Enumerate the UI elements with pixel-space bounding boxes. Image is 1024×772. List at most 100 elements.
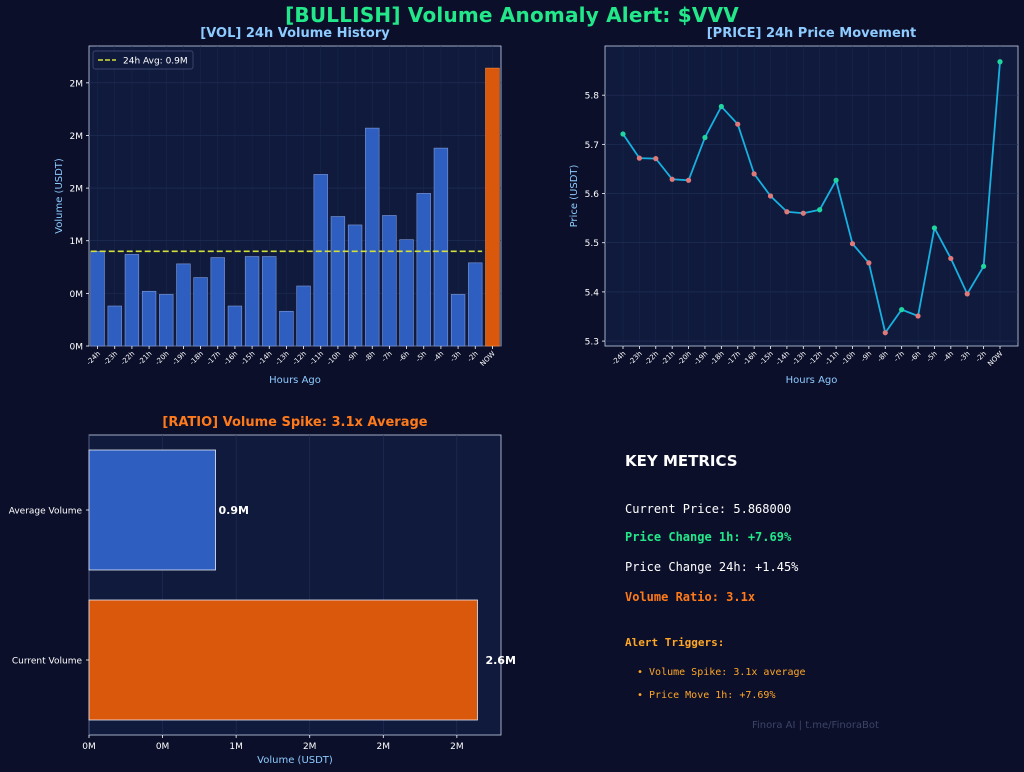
ratio-bar xyxy=(88,599,478,721)
price-x-tick-label: -6h xyxy=(909,350,923,364)
ratio-value-label: 2.6M xyxy=(485,654,515,667)
volume-x-tick-label: NOW xyxy=(479,350,497,368)
price-x-tick-label: -12h xyxy=(807,350,824,367)
volume-bar xyxy=(90,250,105,347)
volume-x-tick-label: -17h xyxy=(205,350,222,367)
ratio-category-label: Current Volume xyxy=(12,657,83,667)
price-y-tick-label: 5.6 xyxy=(585,190,600,200)
price-y-tick-label: 5.8 xyxy=(585,92,600,102)
volume-bar xyxy=(296,285,311,347)
volume-bar xyxy=(416,193,431,347)
price-x-tick-label: -15h xyxy=(758,350,775,367)
price-x-tick-label: -18h xyxy=(709,350,726,367)
volume-bar xyxy=(124,254,140,347)
price-x-tick-label: -2h xyxy=(974,350,988,364)
volume-bar xyxy=(193,277,208,347)
price-point xyxy=(702,134,708,141)
ratio-x-tick-label: 2M xyxy=(303,742,317,752)
trigger-price-move: • Price Move 1h: +7.69% xyxy=(637,690,776,701)
price-y-axis-label: Price (USDT) xyxy=(569,164,580,227)
price-point xyxy=(882,330,888,336)
volume-bar xyxy=(468,262,483,347)
volume-x-tick-label: -4h xyxy=(432,350,446,364)
price-x-tick-label: -4h xyxy=(942,350,956,364)
price-point xyxy=(800,210,806,216)
volume-chart-title: [VOL] 24h Volume History xyxy=(200,26,390,41)
volume-plot-area xyxy=(88,45,502,347)
price-x-tick-label: -11h xyxy=(824,350,841,367)
volume-bar xyxy=(382,215,397,347)
trigger-volume-spike: • Volume Spike: 3.1x average xyxy=(637,667,806,678)
volume-x-tick-label: -15h xyxy=(240,350,257,367)
ratio-x-tick-label: 1M xyxy=(229,742,243,752)
ratio-x-tick-label: 2M xyxy=(450,742,464,752)
price-point xyxy=(931,225,938,231)
volume-bar xyxy=(210,257,225,347)
volume-bar xyxy=(159,294,174,347)
volume-x-tick-label: -16h xyxy=(222,350,239,367)
volume-bar xyxy=(433,147,449,347)
volume-x-tick-label: -12h xyxy=(291,350,308,367)
price-point xyxy=(981,263,987,269)
price-x-tick-label: -17h xyxy=(725,350,742,367)
price-x-tick-label: -19h xyxy=(692,350,709,367)
volume-y-tick-label: 2M xyxy=(70,79,84,89)
price-point xyxy=(735,121,741,127)
price-x-tick-label: -13h xyxy=(791,350,808,367)
price-y-tick-label: 5.5 xyxy=(585,239,599,249)
ratio-x-tick-label: 0M xyxy=(156,742,170,752)
volume-bar xyxy=(279,310,294,347)
price-point xyxy=(767,193,774,199)
volume-x-tick-label: -11h xyxy=(308,350,325,367)
price-x-tick-label: -23h xyxy=(627,350,644,367)
price-x-tick-label: -22h xyxy=(643,350,660,367)
volume-x-tick-label: -2h xyxy=(466,350,480,364)
price-point xyxy=(915,313,921,319)
volume-bar xyxy=(141,290,157,347)
price-x-tick-label: -3h xyxy=(958,350,972,364)
volume-ratio: Volume Ratio: 3.1x xyxy=(625,590,756,604)
volume-x-tick-label: -21h xyxy=(137,350,154,367)
ratio-value-label: 0.9M xyxy=(219,504,249,517)
price-x-tick-label: -16h xyxy=(742,350,759,367)
ratio-chart-title: [RATIO] Volume Spike: 3.1x Average xyxy=(162,415,427,430)
price-change-1h: Price Change 1h: +7.69% xyxy=(625,530,792,544)
volume-y-tick-label: 0M xyxy=(70,343,84,353)
volume-x-tick-label: -10h xyxy=(325,350,342,367)
price-x-tick-label: -5h xyxy=(925,350,939,364)
footer-credit: Finora AI | t.me/FinoraBot xyxy=(752,720,879,731)
price-point xyxy=(997,59,1003,65)
current-price: Current Price: 5.868000 xyxy=(625,502,792,516)
price-change-24h: Price Change 24h: +1.45% xyxy=(625,560,799,574)
price-line xyxy=(622,61,1001,335)
volume-bar xyxy=(450,294,466,347)
volume-bar xyxy=(330,216,346,347)
ratio-category-label: Average Volume xyxy=(9,507,83,517)
price-point xyxy=(718,103,724,110)
volume-bar xyxy=(176,263,191,347)
volume-bar xyxy=(365,127,380,347)
volume-x-tick-label: -3h xyxy=(449,350,463,364)
price-point xyxy=(964,291,970,297)
volume-bar xyxy=(227,305,243,347)
price-point xyxy=(669,176,675,182)
price-point xyxy=(751,171,757,177)
volume-x-tick-label: -18h xyxy=(188,350,205,367)
price-chart-title: [PRICE] 24h Price Movement xyxy=(707,26,917,41)
price-point xyxy=(817,207,823,213)
key-metrics-title: KEY METRICS xyxy=(625,452,738,470)
price-point xyxy=(784,209,790,215)
price-x-tick-label: -24h xyxy=(611,350,628,367)
price-x-tick-label: -9h xyxy=(860,350,874,364)
price-plot-area xyxy=(604,45,1019,347)
volume-y-tick-label: 2M xyxy=(70,185,84,195)
price-x-tick-label: -14h xyxy=(774,350,791,367)
price-y-tick-label: 5.3 xyxy=(585,338,599,348)
price-point xyxy=(948,255,954,262)
volume-y-axis-label: Volume (USDT) xyxy=(54,158,65,234)
page-title: [BULLISH] Volume Anomaly Alert: $VVV xyxy=(285,3,739,27)
price-point xyxy=(685,177,692,183)
volume-y-tick-label: 0M xyxy=(70,290,84,300)
price-x-tick-label: NOW xyxy=(986,350,1004,368)
